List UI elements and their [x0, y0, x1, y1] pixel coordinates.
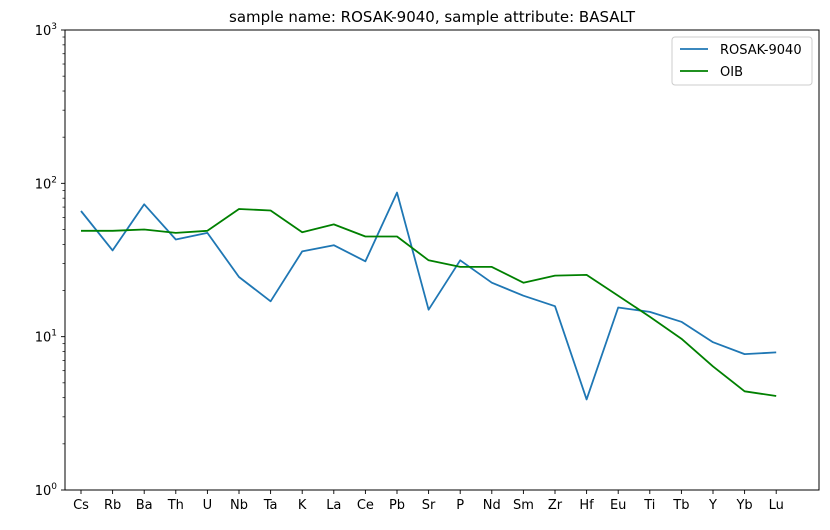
y-tick-label-0: 100: [35, 482, 58, 499]
y-tick-label-1: 101: [35, 329, 57, 346]
x-tick-label-ta: Ta: [263, 498, 278, 513]
x-tick-label-rb: Rb: [104, 498, 121, 513]
x-tick-label-p: P: [456, 498, 464, 513]
x-tick-label-ti: Ti: [643, 498, 655, 513]
x-tick-label-nd: Nd: [483, 498, 501, 513]
x-tick-label-pb: Pb: [389, 498, 405, 513]
x-tick-label-hf: Hf: [579, 498, 594, 513]
plot-frame: [64, 29, 820, 491]
legend-label-rosak: ROSAK-9040: [720, 43, 802, 58]
x-tick-label-nb: Nb: [230, 498, 248, 513]
x-tick-label-lu: Lu: [769, 498, 784, 513]
series-line-rosak-9040: [80, 191, 777, 401]
x-tick-label-y: Y: [708, 498, 717, 513]
x-tick-label-la: La: [326, 498, 341, 513]
x-tick-label-u: U: [203, 498, 213, 513]
legend-label-oib: OIB: [720, 65, 743, 80]
x-tick-label-yb: Yb: [735, 498, 752, 513]
legend: ROSAK-9040 OIB: [671, 36, 813, 86]
x-tick-label-eu: Eu: [610, 498, 626, 513]
y-tick-label-3: 103: [35, 22, 57, 39]
x-tick-label-sm: Sm: [513, 498, 534, 513]
x-tick-label-sr: Sr: [422, 498, 436, 513]
x-tick-label-tb: Tb: [672, 498, 689, 513]
x-tick-label-k: K: [298, 498, 307, 513]
y-tick-label-2: 102: [35, 175, 57, 192]
x-tick-label-th: Th: [167, 498, 184, 513]
x-tick-label-cs: Cs: [73, 498, 89, 513]
x-tick-label-ce: Ce: [357, 498, 374, 513]
series-line-oib: [81, 208, 777, 397]
x-tick-label-zr: Zr: [548, 498, 563, 513]
chart-title: sample name: ROSAK-9040, sample attribut…: [229, 8, 636, 26]
x-tick-label-ba: Ba: [136, 498, 153, 513]
